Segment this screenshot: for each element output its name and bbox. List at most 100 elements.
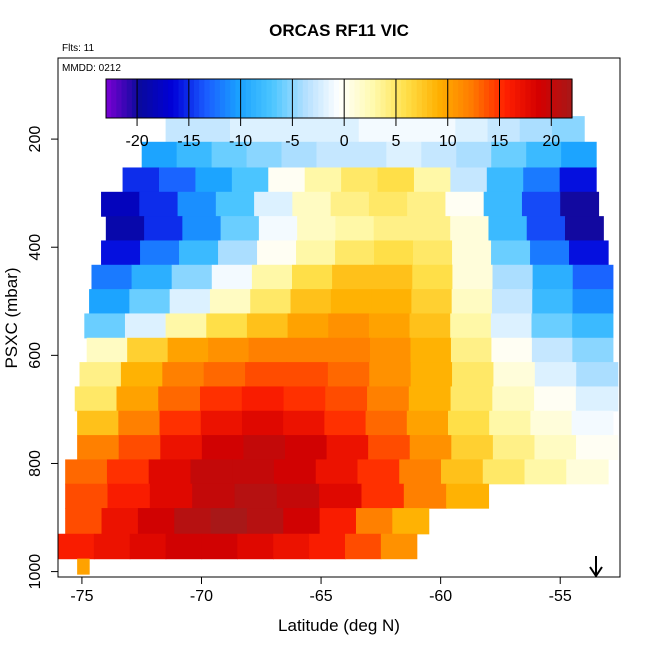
heatmap-cell [455,116,489,143]
heatmap-cell [335,216,375,242]
colorbar-swatch [142,79,149,118]
heatmap-cell [452,264,494,290]
colorbar-tick-label: -10 [229,133,252,150]
colorbar-swatch [344,79,350,118]
heatmap-cell [572,313,614,339]
heatmap-cell [195,167,233,193]
heatmap-cell [182,216,222,242]
heatmap-cell [330,289,372,315]
heatmap-cell [159,410,202,436]
heatmap-cell [248,337,290,363]
heatmap-cell [273,533,310,560]
heatmap-cell [410,337,452,363]
heatmap-cell [234,483,278,509]
colorbar-swatch [406,79,413,118]
colorbar-swatch [183,79,190,118]
heatmap-cell [203,362,246,388]
heatmap-cell [148,459,192,485]
colorbar-swatch [349,79,356,118]
heatmap-cell [201,533,238,560]
heatmap-cell [451,435,494,461]
colorbar-swatch [168,79,174,118]
heatmap-cell [206,313,248,339]
heatmap-cell [526,141,562,169]
colorbar-swatch [390,79,397,118]
colorbar-swatch [442,79,449,118]
flights-label: Flts: 11 [62,43,94,54]
heatmap-cell [409,313,451,339]
heatmap-cell [281,141,318,169]
colorbar-swatch [416,79,423,118]
colorbar-tick-label: 10 [439,133,457,150]
heatmap-cell [534,362,577,388]
heatmap-cell [524,459,567,485]
heatmap-cell [377,167,415,193]
heatmap-cell [262,116,295,143]
heatmap-cell [296,240,336,266]
y-tick-label: 200 [27,126,44,153]
heatmap-cell [141,141,178,169]
heatmap-cell [101,191,140,217]
heatmap-cell [129,533,167,560]
heatmap-cell [325,386,368,412]
heatmap-cell [372,264,413,290]
colorbar-swatch [385,79,392,118]
colorbar-tick-label: 0 [340,133,349,150]
heatmap-cell [373,216,413,242]
heatmap-cell [371,289,412,315]
colorbar-swatch [427,79,433,118]
heatmap-cell [492,386,535,412]
colorbar-swatch [292,79,299,118]
heatmap-cell [335,240,375,266]
colorbar-swatch [173,79,180,118]
heatmap-cell [140,240,180,266]
heatmap-cell [127,337,169,363]
heatmap-cell [399,459,442,485]
colorbar-swatch [256,79,262,118]
x-axis-label: Latitude (deg N) [278,616,400,635]
y-axis-label: PSXC (mbar) [2,267,21,368]
heatmap-cell [410,362,453,388]
heatmap-cell [344,533,382,560]
heatmap-cell [251,264,293,290]
y-axis: 200 400 600 800 1000 [27,126,58,589]
colorbar-swatch [354,79,361,118]
heatmap-cell [519,116,553,143]
heatmap-cell [139,191,179,217]
heatmap-cell [358,116,392,143]
colorbar-swatch [380,79,387,118]
heatmap-cell [122,167,160,193]
down-arrow-icon [589,556,603,578]
colorbar-swatch [515,79,521,118]
heatmap-cell [230,116,263,143]
heatmap-cell [208,337,250,363]
heatmap-cell [165,533,203,560]
heatmap-cell [105,216,145,242]
heatmap-cell [118,410,161,436]
heatmap-cell [246,141,283,169]
heatmap-cell [106,459,150,485]
heatmap-cell [564,216,604,242]
heatmap-cell [326,116,360,143]
colorbar-swatch [551,79,558,118]
colorbar-swatch [194,79,200,118]
colorbar-swatch [566,79,573,118]
heatmap-cell [330,191,370,217]
x-tick-label: -55 [549,588,572,605]
colorbar-swatch [463,79,470,118]
heatmap-cell [452,362,495,388]
colorbar-swatch [261,79,268,118]
heatmap-cell [241,386,285,412]
heatmap-cell [120,362,163,388]
heatmap-cell [218,240,258,266]
heatmap-cell [531,313,573,339]
colorbar-tick-label: -15 [177,133,200,150]
heatmap-cell [561,141,597,169]
heatmap-cell [566,459,609,485]
heatmap-cell [530,410,573,436]
heatmap-cell [559,167,597,193]
heatmap-cell [179,240,219,266]
heatmap-cell [200,386,243,412]
colorbar-swatch [364,79,371,118]
heatmap-cell [486,167,524,193]
